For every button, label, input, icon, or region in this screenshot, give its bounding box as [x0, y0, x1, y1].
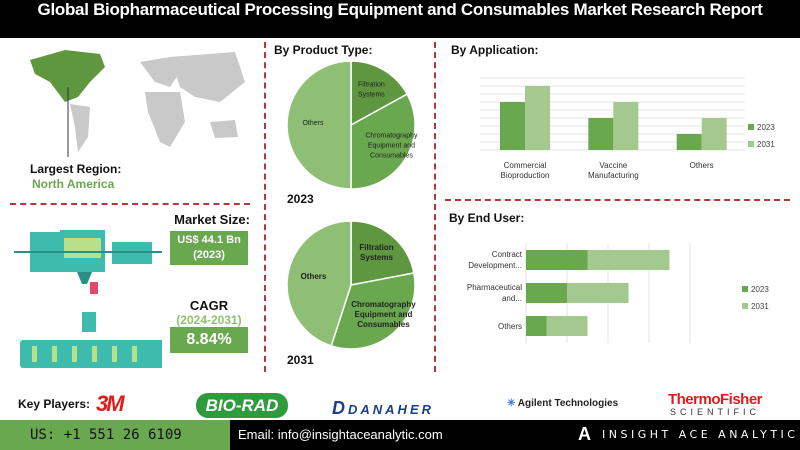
category-label: Contract Development...	[468, 250, 523, 270]
largest-region-label: Largest Region:	[30, 162, 122, 176]
map-africa	[145, 92, 185, 147]
pie-label: Chromatography Equipment and Consumables	[351, 300, 416, 329]
bar-2031	[613, 102, 639, 150]
legend-swatch	[748, 124, 754, 130]
world-map	[30, 50, 245, 157]
legend-label: 2031	[751, 302, 769, 311]
pie-label: Others	[302, 120, 324, 127]
map-europe	[140, 57, 180, 87]
logo-thermofisher: ThermoFisher SCIENTIFIC	[667, 391, 763, 417]
legend-swatch	[742, 303, 748, 309]
application-title: By Application:	[451, 43, 539, 57]
pie-label: Filtration Systems	[358, 82, 385, 99]
legend-label: 2031	[757, 140, 775, 149]
pie-slice-chromatography	[350, 93, 416, 190]
bar-2031	[701, 118, 727, 150]
pie-label: Chromatography Equipment and Consumables	[365, 132, 418, 159]
pie-slice-chromatography	[330, 272, 416, 350]
danaher-mark-icon: D	[332, 398, 348, 418]
logo-agilent: ✳ Agilent Technologies	[507, 398, 619, 409]
bar-2031	[525, 86, 550, 150]
divider	[434, 42, 436, 372]
cagr-label: CAGR	[189, 298, 229, 313]
pie-caption-2023: 2023	[287, 192, 314, 206]
pie-slice-others	[286, 60, 352, 190]
map-south-america	[70, 104, 90, 152]
report-title: Global Biopharmaceutical Processing Equi…	[0, 0, 800, 38]
agilent-spark-icon: ✳	[507, 398, 518, 409]
category-label: Others	[690, 161, 714, 170]
pie-slice-others	[286, 220, 352, 347]
market-size-value: US$ 44.1 Bn	[177, 234, 241, 246]
map-australia	[210, 120, 238, 138]
divider	[264, 42, 266, 372]
pie-label: Filtration Systems	[359, 243, 393, 262]
bar-2031	[546, 316, 588, 336]
key-players-label: Key Players:	[18, 397, 91, 411]
bar-2023	[526, 283, 567, 303]
pie-slice-filtration	[350, 220, 415, 286]
pie-chart-2023: Filtration Systems Chromatography Equipment…	[286, 60, 418, 190]
legend-swatch	[748, 141, 754, 147]
cagr-value: 8.84%	[170, 327, 248, 353]
legend-label: 2023	[757, 123, 775, 132]
divider	[445, 199, 790, 201]
map-north-america	[30, 50, 105, 102]
legend-label: 2023	[751, 285, 769, 294]
pie-slice-filtration	[350, 60, 409, 127]
bar-2023	[676, 134, 702, 150]
end-user-bar-chart: Contract Development... Pharmaceutical and.…	[467, 243, 769, 343]
bar-2031	[587, 250, 670, 270]
logo-3m: 3M	[96, 391, 125, 416]
brand-logo-icon: A	[578, 424, 591, 444]
divider	[10, 203, 250, 205]
cagr-period: (2024-2031)	[176, 313, 242, 327]
footer-bar: Email: info@insightaceanalytic.com A INS…	[230, 420, 800, 450]
market-size-box: US$ 44.1 Bn (2023)	[170, 231, 248, 265]
map-asia	[170, 52, 245, 102]
product-type-title: By Product Type:	[274, 43, 373, 57]
pie-label: Others	[301, 272, 327, 281]
largest-region-value: North America	[32, 177, 115, 191]
bar-2023	[588, 118, 614, 150]
application-bar-chart: Commercial Bioproduction Vaccine Manufactur…	[480, 77, 775, 180]
end-user-title: By End User:	[449, 211, 525, 225]
factory-illustration	[14, 230, 162, 368]
category-label: Commercial Bioproduction	[501, 161, 550, 180]
footer-email[interactable]: Email: info@insightaceanalytic.com	[238, 427, 443, 442]
bar-2023	[526, 250, 588, 270]
footer-phone: US: +1 551 26 6109	[0, 420, 230, 450]
category-label: Vaccine Manufacturing	[588, 161, 639, 180]
footer-brand: INSIGHT ACE ANALYTIC	[602, 428, 799, 441]
logo-bio-rad: BIO-RAD	[196, 393, 288, 418]
bar-2031	[567, 283, 629, 303]
bar-2023	[526, 316, 547, 336]
pie-chart-2031: Filtration Systems Chromatography Equipment…	[286, 220, 416, 350]
legend-swatch	[742, 286, 748, 292]
pie-caption-2031: 2031	[287, 353, 314, 367]
category-label: Pharmaceutical and...	[467, 283, 522, 303]
category-label: Others	[498, 322, 522, 331]
market-size-label: Market Size:	[174, 212, 250, 227]
bar-2023	[500, 102, 525, 150]
logo-danaher: DDANAHER	[332, 398, 434, 418]
market-size-year: (2023)	[193, 249, 225, 261]
